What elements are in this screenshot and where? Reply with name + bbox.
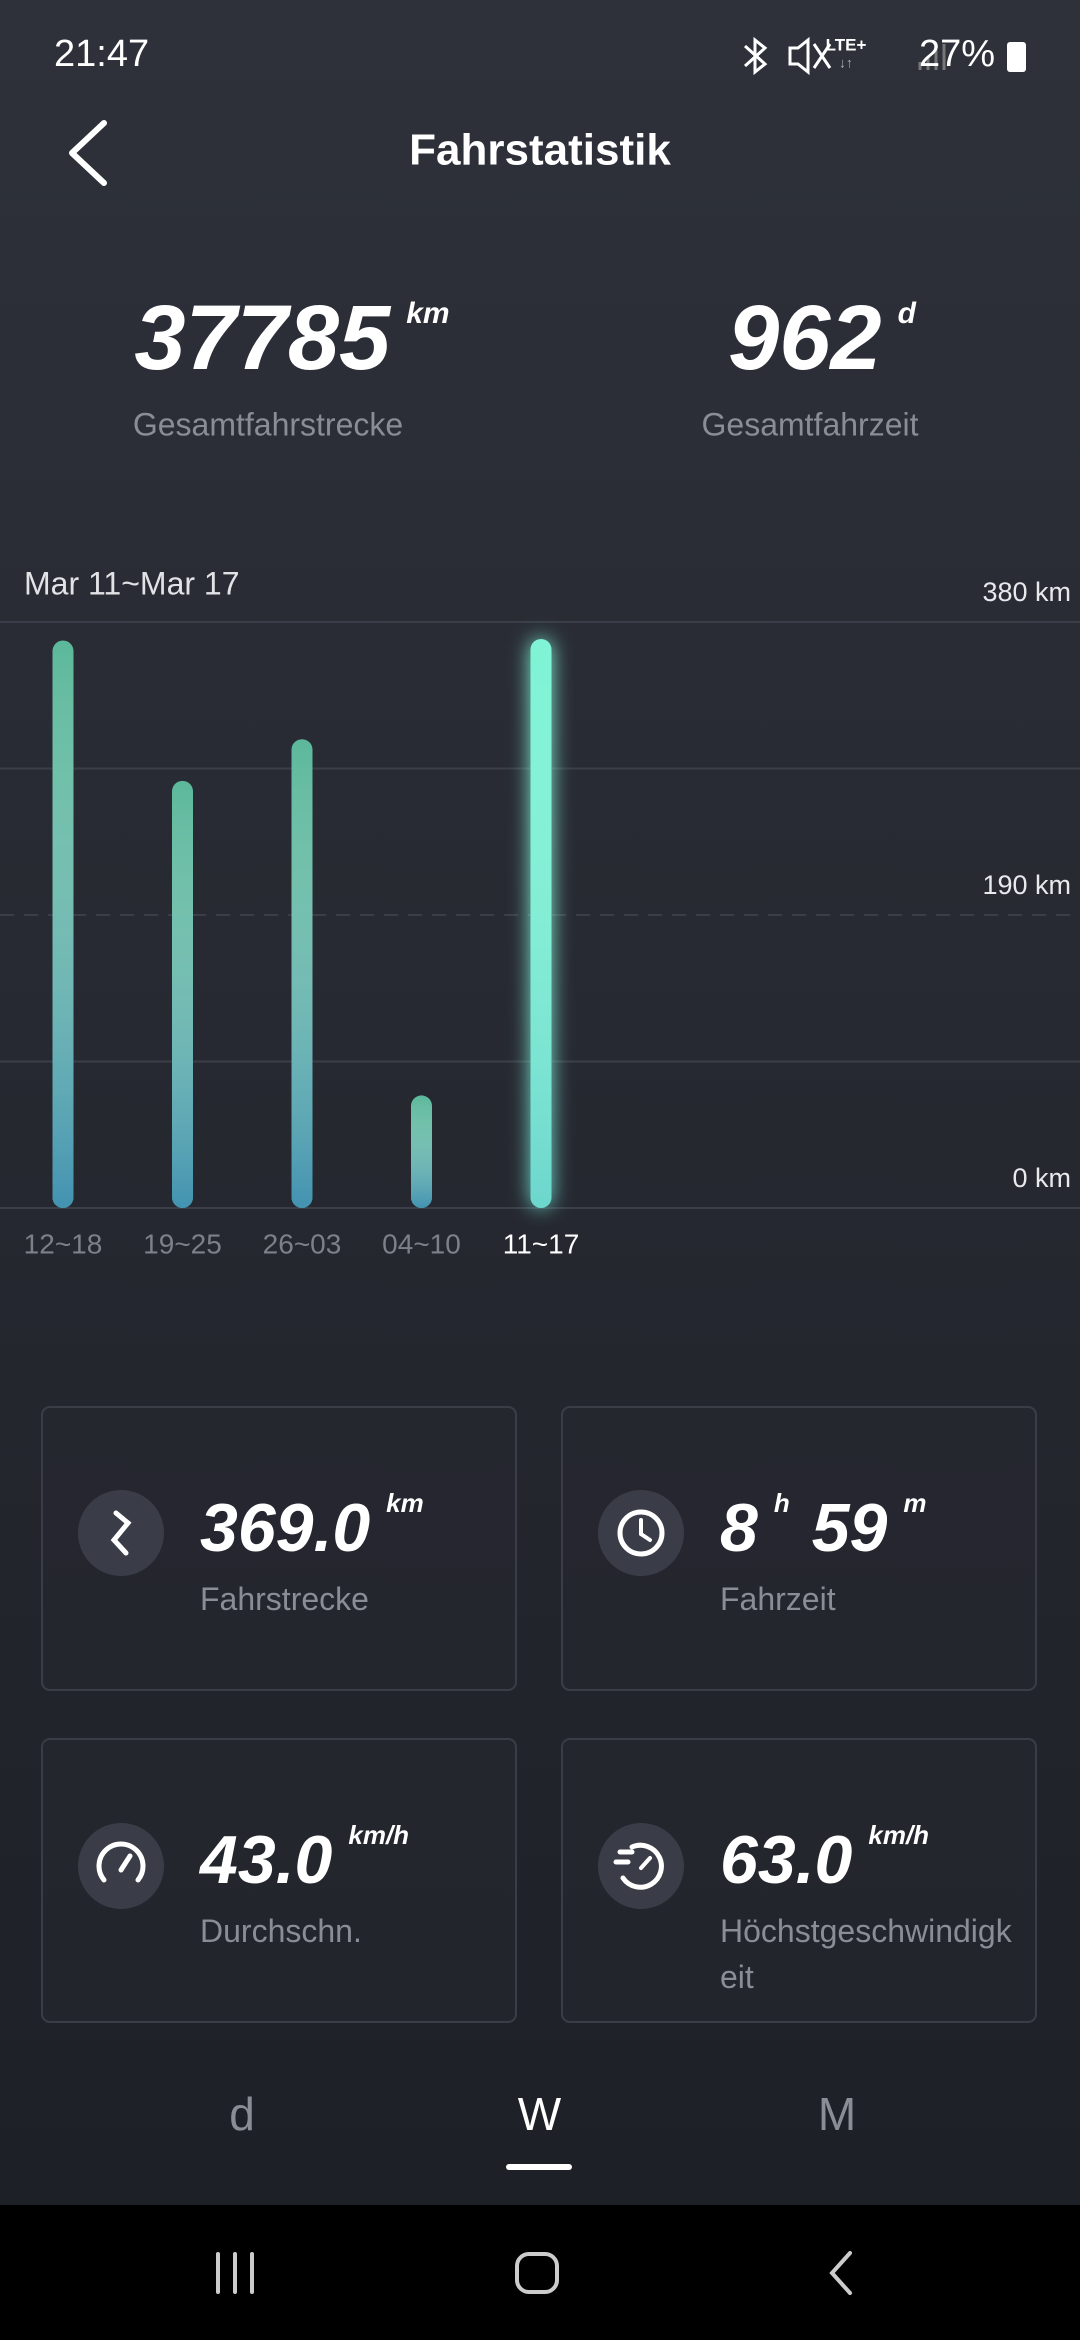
y-tick-label: 380 km [982, 577, 1071, 607]
total-unit: d [898, 297, 917, 330]
page-title: Fahrstatistik [409, 126, 671, 175]
status-arrows: ↓↑ [839, 55, 853, 71]
bar-group [52, 640, 74, 1208]
speed-needle [639, 1856, 652, 1870]
period-tab[interactable]: W [518, 2088, 562, 2140]
status-network: LTE+ [826, 35, 867, 54]
stat-number: 8 [720, 1490, 758, 1566]
total-label: Gesamtfahrzeit [702, 406, 919, 442]
bar-shade [530, 638, 552, 1208]
stat-label-box: Höchstgeschwindigkeit [720, 1913, 1012, 1995]
speed-icon [613, 1842, 664, 1890]
x-tick-label[interactable]: 26~03 [263, 1228, 342, 1259]
stat-unit: m [903, 1488, 926, 1518]
bar-shade [52, 640, 74, 1208]
stat-label: Durchschn. [200, 1913, 362, 1949]
nav-buttons [216, 2251, 852, 2295]
chart-subtitle: Mar 11~Mar 17 [24, 565, 240, 601]
stat-number: 43.0 [198, 1822, 333, 1898]
stat-value: 63.0 km/h [720, 1820, 929, 1898]
back-button[interactable] [69, 120, 107, 186]
stat-label: Fahrstrecke [200, 1581, 369, 1617]
bar-group [291, 739, 313, 1208]
x-tick-label[interactable]: 12~18 [24, 1228, 103, 1259]
stat-label-box: Fahrstrecke [200, 1581, 369, 1617]
stat-card [41, 1738, 517, 2023]
stat-number: 59 [812, 1490, 888, 1566]
stat-unit: km [386, 1488, 424, 1518]
nav-recents[interactable] [216, 2252, 254, 2294]
battery-icon [1007, 42, 1026, 72]
stat-number: 369.0 [200, 1490, 370, 1566]
status-battery: 27% [919, 33, 995, 75]
stat-card [41, 1406, 517, 1691]
period-tab[interactable]: M [818, 2088, 856, 2140]
bar-shade [291, 739, 313, 1208]
status-icons [743, 36, 946, 76]
stat-value: 369.0 km [200, 1488, 424, 1566]
stat-unit: h [774, 1488, 790, 1518]
stat-label: Fahrzeit [720, 1581, 836, 1617]
status-time: 21:47 [54, 33, 149, 75]
y-tick-label: 0 km [1012, 1163, 1071, 1193]
nav-bar [0, 2205, 1080, 2340]
total-unit: km [406, 297, 449, 330]
x-tick-label[interactable]: 04~10 [382, 1228, 461, 1259]
stat-label-box: Fahrzeit [720, 1581, 836, 1617]
total-label: Gesamtfahrstrecke [133, 406, 403, 442]
x-tick-label[interactable]: 19~25 [143, 1228, 222, 1259]
clock-hands [639, 1518, 652, 1542]
total-value: 962 d [728, 287, 917, 389]
x-tick-label[interactable]: 11~17 [503, 1228, 580, 1259]
stat-value: 43.0 km/h [198, 1820, 409, 1898]
stat-unit: km/h [348, 1820, 409, 1850]
bar-shade [172, 780, 193, 1208]
nav-home[interactable] [515, 2252, 559, 2294]
period-tab[interactable]: d [229, 2088, 255, 2140]
stat-card [561, 1406, 1037, 1691]
gauge-icon [96, 1841, 146, 1883]
clock-icon [617, 1509, 665, 1557]
stat-value: 8 h 59 m [720, 1488, 926, 1566]
y-tick-label: 190 km [982, 870, 1071, 900]
total-number: 962 [728, 287, 882, 389]
route-icon [110, 1510, 132, 1556]
stat-card [561, 1738, 1037, 2023]
nav-back[interactable] [829, 2251, 852, 2295]
stat-label: Höchstgeschwindigkeit [720, 1913, 1012, 1995]
gauge-needle [118, 1853, 133, 1873]
bar-group [411, 1095, 432, 1208]
bar-group [530, 638, 552, 1208]
stat-label-box: Durchschn. [200, 1913, 362, 1949]
total-value: 37785 km [134, 287, 449, 389]
total-number: 37785 [134, 287, 392, 389]
stat-number: 63.0 [720, 1822, 853, 1898]
stat-unit: km/h [868, 1820, 929, 1850]
bar-group [172, 780, 193, 1208]
card-icons [78, 1490, 684, 1909]
tab-indicator [506, 2164, 572, 2170]
bar-shade [411, 1095, 432, 1208]
